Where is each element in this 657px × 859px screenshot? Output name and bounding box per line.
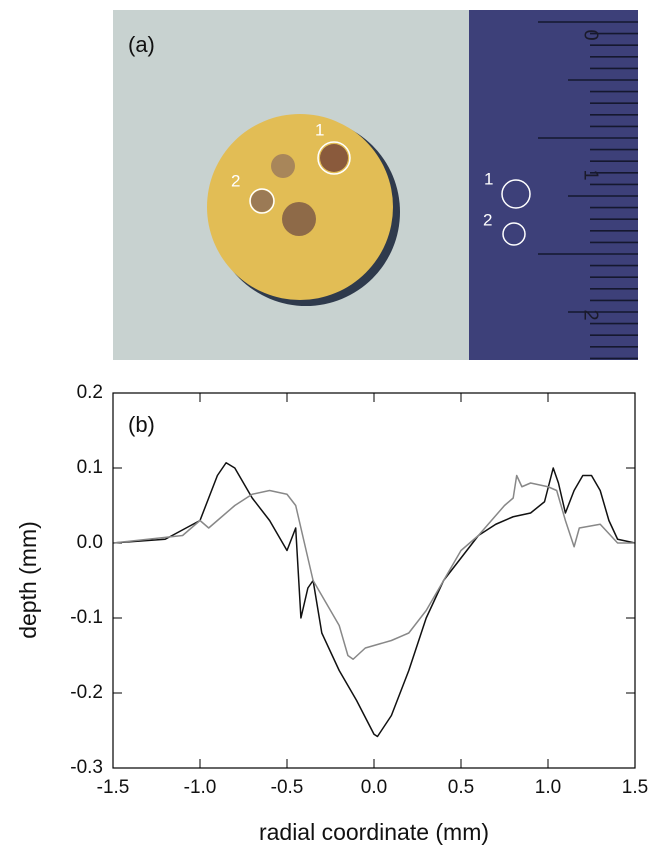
ruler-mark-number: 1 bbox=[484, 169, 493, 188]
y-tick-label: 0.0 bbox=[77, 532, 103, 553]
y-tick-label: -0.3 bbox=[70, 757, 103, 778]
y-tick-label: -0.2 bbox=[70, 682, 103, 703]
x-tick-label: -0.5 bbox=[271, 777, 304, 798]
x-tick-label: -1.0 bbox=[184, 777, 217, 798]
ruler-number: 2 bbox=[580, 309, 602, 320]
ruler-graduations bbox=[538, 21, 638, 360]
x-tick-label: 0.5 bbox=[448, 777, 474, 798]
ruler-mark-number: 2 bbox=[483, 210, 492, 229]
data-line bbox=[112, 462, 636, 738]
circle-marker bbox=[502, 222, 526, 246]
circle-marker bbox=[249, 188, 275, 214]
chart: (b) radial coordinate (mm) depth (mm) bbox=[15, 412, 489, 845]
spot bbox=[271, 154, 295, 178]
spot bbox=[251, 190, 273, 212]
photo: (a) 1 2 1 2 0 1 2 bbox=[113, 10, 638, 360]
ruler-number: 0 bbox=[580, 29, 602, 40]
ruler-number: 1 bbox=[580, 169, 602, 180]
data-line bbox=[112, 474, 635, 660]
x-tick-label: 1.5 bbox=[622, 777, 648, 798]
x-tick-label: 0.0 bbox=[361, 777, 387, 798]
spot-number: 1 bbox=[315, 120, 324, 139]
y-tick-label: -0.1 bbox=[70, 607, 103, 628]
plot-frame bbox=[112, 392, 636, 769]
y-tick-label: 0.2 bbox=[77, 382, 103, 403]
x-tick-label: -1.5 bbox=[97, 777, 130, 798]
y-tick-label: 0.1 bbox=[77, 457, 103, 478]
y-axis-label: depth (mm) bbox=[15, 521, 41, 639]
circle-marker bbox=[501, 179, 531, 209]
panel-label: (a) bbox=[128, 32, 155, 57]
x-axis-label: radial coordinate (mm) bbox=[259, 819, 489, 845]
panel-label: (b) bbox=[128, 412, 155, 437]
x-tick-label: 1.0 bbox=[535, 777, 561, 798]
spot bbox=[282, 202, 316, 236]
spot bbox=[320, 144, 348, 172]
spot-number: 2 bbox=[231, 171, 240, 190]
circle-marker bbox=[317, 141, 351, 175]
